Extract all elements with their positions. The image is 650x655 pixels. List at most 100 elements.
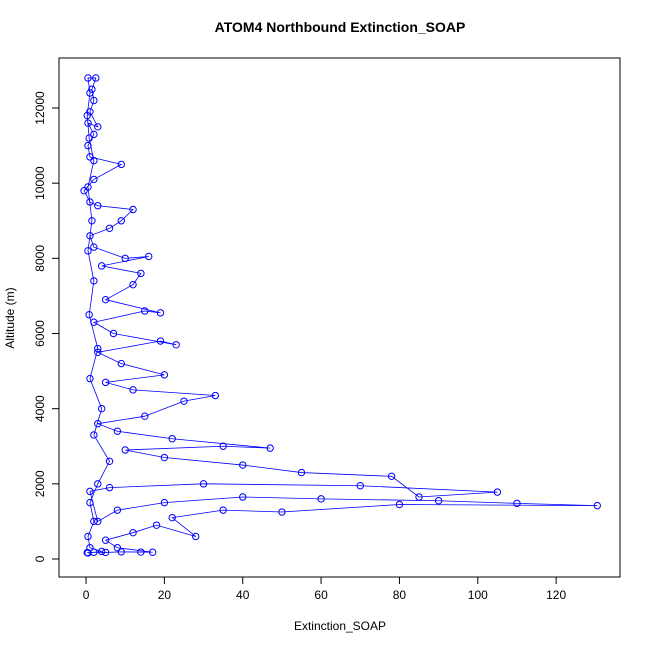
plot-frame: [58, 57, 621, 578]
point: [168, 435, 176, 443]
profile-line: [83, 77, 598, 554]
point: [513, 499, 521, 508]
point: [121, 446, 129, 454]
point: [145, 252, 153, 261]
point: [98, 547, 106, 556]
point: [90, 175, 98, 184]
point: [90, 130, 98, 139]
point: [192, 532, 200, 541]
point: [101, 378, 110, 387]
x-tick-label: 100: [468, 588, 488, 602]
point: [83, 111, 91, 120]
point: [137, 548, 145, 556]
point: [113, 427, 122, 435]
point: [160, 371, 169, 379]
point: [86, 153, 94, 161]
point: [199, 480, 208, 488]
point: [211, 391, 220, 400]
point: [156, 309, 165, 317]
point: [101, 295, 110, 304]
point: [90, 517, 98, 526]
point: [88, 217, 96, 225]
y-tick-label: 12000: [33, 91, 47, 125]
point: [94, 517, 102, 526]
point: [117, 217, 125, 225]
point: [160, 498, 169, 507]
y-tick-label: 6000: [33, 320, 47, 347]
point: [117, 548, 125, 556]
point: [94, 348, 102, 357]
point: [180, 397, 188, 405]
point: [94, 480, 102, 488]
point: [156, 337, 165, 345]
point: [297, 468, 306, 477]
y-axis-label: Altitude (m): [3, 287, 17, 348]
point: [129, 528, 137, 537]
point: [84, 549, 92, 557]
point: [356, 482, 364, 490]
point: [101, 548, 110, 557]
point: [105, 457, 114, 465]
point: [152, 521, 161, 529]
point: [317, 495, 325, 503]
point: [168, 513, 176, 522]
point: [117, 160, 125, 169]
point: [239, 461, 247, 469]
point: [219, 506, 227, 514]
point: [94, 344, 102, 353]
point: [395, 500, 404, 509]
point: [94, 202, 102, 210]
y-tick-label: 10000: [33, 166, 47, 200]
point: [101, 536, 110, 544]
point: [141, 412, 149, 420]
point: [121, 254, 129, 263]
point: [593, 501, 601, 510]
point: [129, 205, 137, 214]
point: [90, 243, 98, 251]
point: [86, 89, 94, 97]
point: [98, 404, 106, 413]
point: [493, 488, 502, 496]
point: [84, 74, 92, 82]
point: [84, 141, 92, 150]
point: [90, 431, 98, 439]
point: [90, 318, 98, 326]
x-tick-label: 80: [393, 588, 407, 602]
point: [88, 85, 96, 93]
x-tick-label: 20: [158, 588, 172, 602]
x-tick-label: 60: [314, 588, 328, 602]
point: [105, 483, 114, 492]
point: [148, 548, 157, 556]
point: [113, 506, 122, 514]
y-tick-label: 0: [33, 555, 47, 562]
point: [117, 359, 125, 368]
point: [85, 134, 93, 142]
x-tick-label: 40: [236, 588, 250, 602]
point: [86, 232, 94, 240]
point: [219, 442, 227, 450]
point: [90, 277, 98, 285]
point: [141, 307, 149, 315]
point: [105, 224, 114, 232]
point: [90, 96, 98, 105]
y-tick-label: 8000: [33, 245, 47, 272]
point: [94, 420, 102, 428]
point: [84, 532, 92, 541]
point: [278, 508, 286, 516]
chart-title: ATOM4 Northbound Extinction_SOAP: [215, 19, 466, 35]
y-tick-label: 2000: [33, 470, 47, 497]
point: [239, 493, 247, 501]
point: [434, 497, 443, 505]
point: [137, 269, 145, 278]
point: [172, 341, 180, 349]
point: [84, 183, 92, 191]
point: [84, 119, 92, 127]
point: [415, 493, 423, 501]
x-tick-label: 120: [546, 588, 566, 602]
point: [90, 156, 98, 165]
point: [86, 487, 94, 496]
point: [98, 262, 106, 270]
y-tick-label: 4000: [33, 395, 47, 422]
point: [109, 329, 118, 338]
